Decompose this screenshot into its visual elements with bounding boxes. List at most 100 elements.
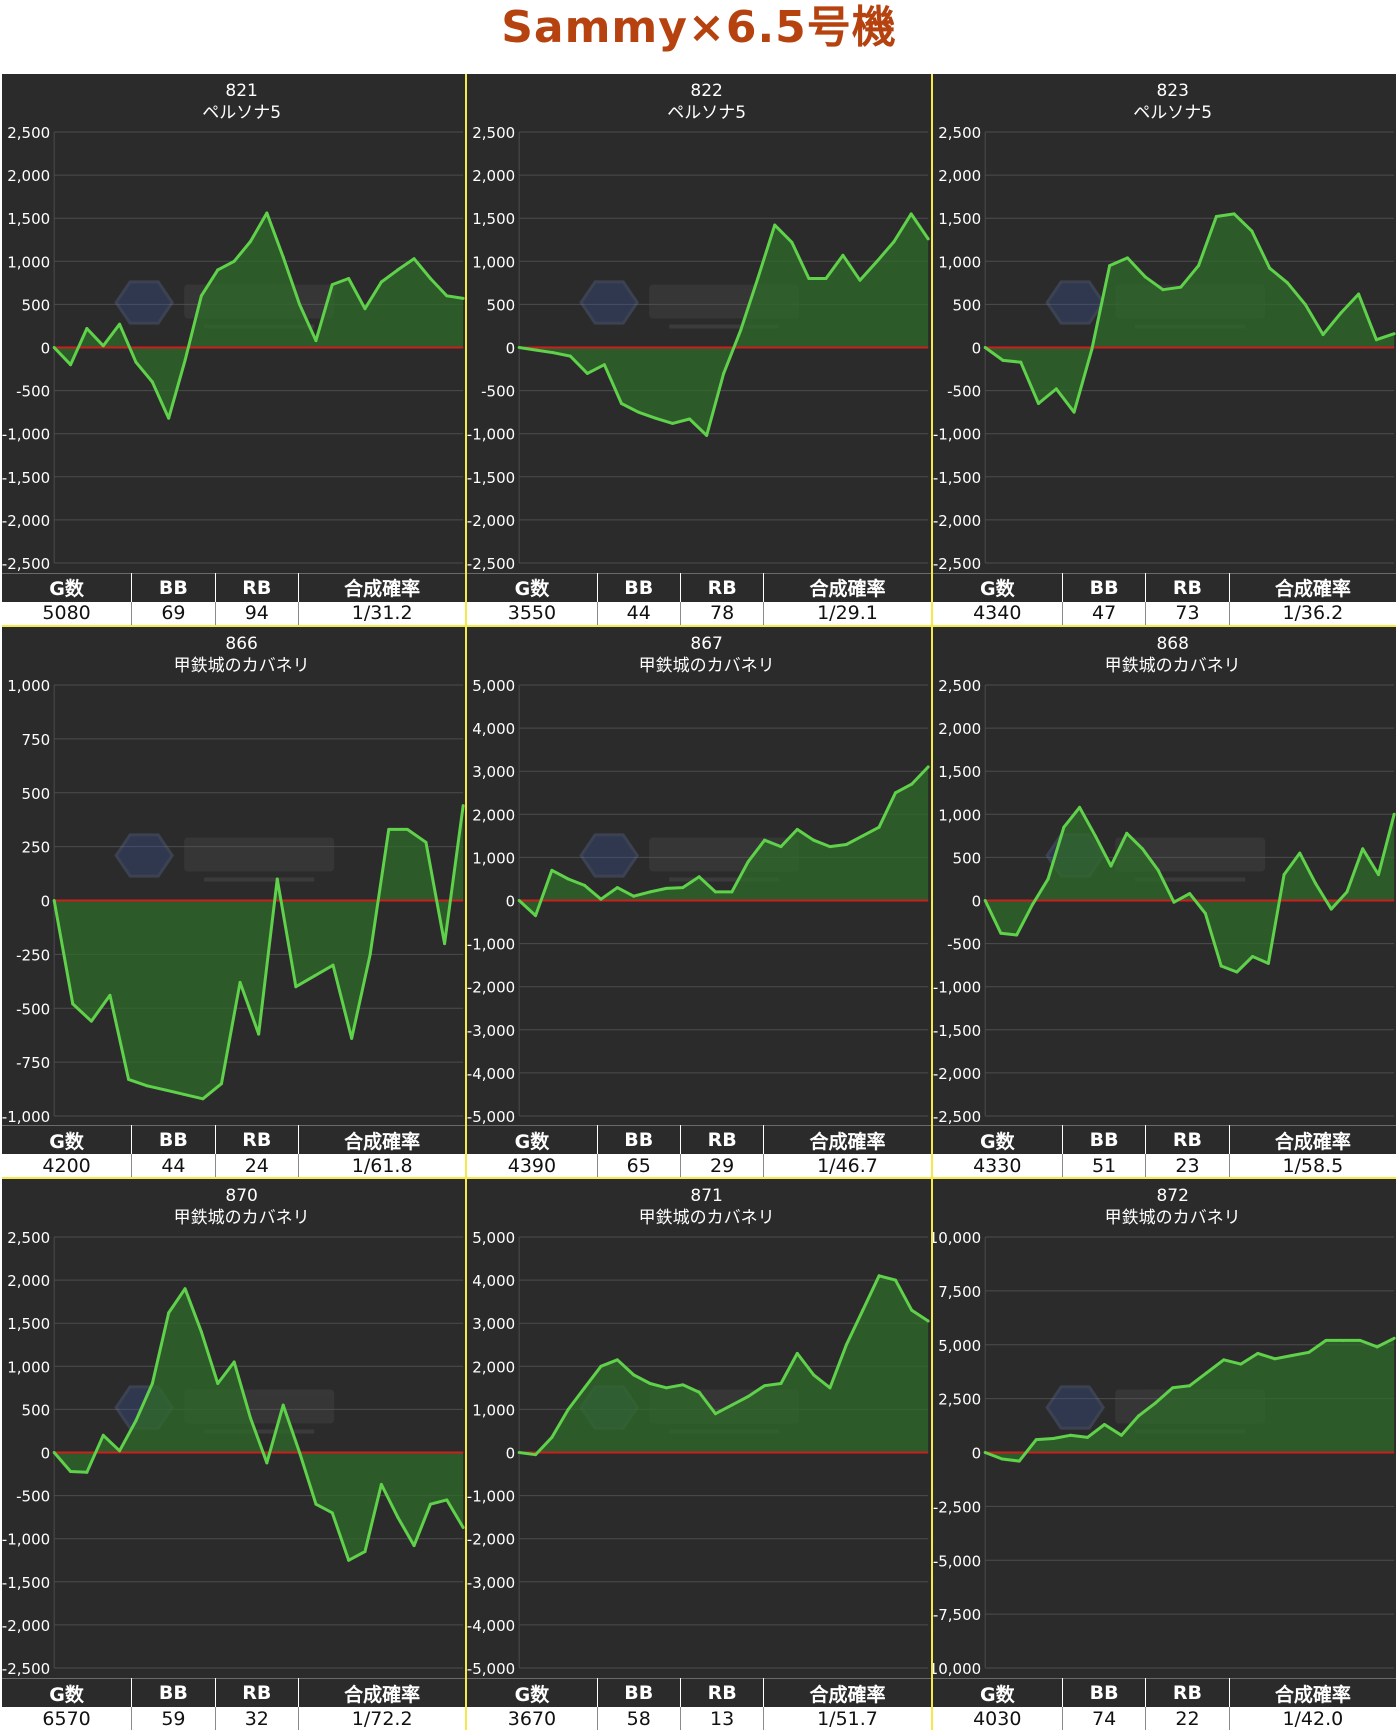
data-point — [894, 1278, 898, 1282]
data-point — [1187, 1384, 1191, 1388]
data-point — [1392, 812, 1396, 816]
y-tick-label: 0 — [971, 340, 981, 358]
data-point — [583, 1386, 587, 1390]
data-point — [773, 223, 777, 227]
machine-panel[interactable]: 871 甲鉄城のカバネリ 5,000 4,000 3,000 2,000 1,000 0 -1,… — [467, 1179, 931, 1730]
stats-table: G数 BB RB 合成確率 3550 44 78 1/29.1 — [467, 572, 931, 625]
series-line — [519, 1274, 930, 1457]
y-tick-label: 2,000 — [7, 167, 50, 185]
data-point — [812, 1373, 816, 1377]
data-point — [1046, 877, 1050, 881]
stat-games: 4340 — [932, 601, 1063, 625]
machine-panel[interactable]: 822 ペルソナ5 2,500 2,000 1,500 1,000 500 0 -500 -1,0… — [467, 74, 931, 625]
data-point — [216, 1382, 220, 1386]
data-point — [219, 1081, 223, 1085]
data-point — [632, 1373, 636, 1377]
series-area — [54, 805, 464, 1099]
y-tick-label: -3,000 — [467, 1574, 515, 1592]
data-point — [1102, 1423, 1106, 1427]
data-point — [1219, 964, 1223, 968]
stats-header: RB — [680, 1678, 765, 1707]
data-point — [1341, 1339, 1345, 1343]
y-tick-label: -2,000 — [2, 1617, 50, 1635]
y-tick-label: 1,500 — [938, 210, 981, 228]
data-point — [445, 294, 449, 298]
data-point — [150, 1382, 154, 1386]
stats-header: G数 — [932, 1678, 1063, 1707]
y-tick-label: 1,000 — [473, 253, 516, 271]
y-tick-label: -1,500 — [467, 469, 515, 487]
stats-header: BB — [597, 572, 681, 602]
y-tick-label: 2,000 — [473, 167, 516, 185]
stat-games: 4330 — [932, 1154, 1063, 1178]
data-point — [183, 358, 187, 362]
y-tick-label: -750 — [16, 1054, 50, 1072]
stats-header: BB — [1062, 1125, 1147, 1155]
y-tick-label: 0 — [41, 892, 51, 910]
data-point — [265, 211, 269, 215]
data-point — [779, 844, 783, 848]
data-point — [71, 1002, 75, 1006]
data-point — [583, 883, 587, 887]
data-point — [1235, 970, 1239, 974]
stats-table: G数 BB RB 合成確率 4030 74 22 1/42.0 — [932, 1678, 1396, 1730]
data-point — [101, 1434, 105, 1438]
stat-rate: 1/58.5 — [1229, 1154, 1396, 1178]
machine-panel[interactable]: 868 甲鉄城のカバネリ 2,500 2,000 1,500 1,000 500 0 -500 -… — [932, 626, 1396, 1178]
y-tick-label: -500 — [16, 383, 50, 401]
data-point — [216, 268, 220, 272]
data-point — [648, 890, 652, 894]
data-point — [517, 346, 521, 349]
data-point — [167, 1311, 171, 1315]
y-tick-label: -1,500 — [2, 469, 50, 487]
data-point — [705, 433, 709, 437]
chart-subtitle: ペルソナ5 — [668, 103, 747, 123]
stats-table: G数 BB RB 合成確率 4330 51 23 1/58.5 — [932, 1125, 1396, 1178]
y-tick-label: 0 — [506, 892, 516, 910]
data-point — [654, 416, 658, 420]
stats-header: 合成確率 — [298, 572, 466, 602]
data-point — [1297, 851, 1301, 855]
series-area — [519, 1276, 929, 1456]
y-tick-label: -1,000 — [933, 978, 981, 996]
y-tick-label: 3,000 — [473, 1316, 516, 1334]
machine-panel[interactable]: 821 ペルソナ5 2,500 2,000 1,500 1,000 500 0 -500 -1,0… — [2, 74, 466, 625]
data-point — [387, 827, 391, 831]
stats-header: 合成確率 — [763, 572, 931, 602]
y-tick-label: 500 — [22, 784, 51, 802]
machine-panel[interactable]: 823 ペルソナ5 2,500 2,000 1,500 1,000 500 0 -500 -1,0… — [932, 74, 1396, 625]
chart-title: 823 — [1156, 81, 1188, 101]
y-tick-label: 5,000 — [938, 1337, 981, 1355]
data-point — [796, 1352, 800, 1356]
y-tick-label: 0 — [971, 1445, 981, 1463]
y-tick-label: 1,500 — [473, 210, 516, 228]
data-point — [552, 351, 556, 355]
stats-header: RB — [215, 572, 300, 602]
y-tick-label: -5,000 — [933, 1553, 981, 1571]
y-tick-label: 2,500 — [938, 1391, 981, 1409]
series-area — [519, 213, 929, 436]
machine-panel[interactable]: 870 甲鉄城のカバネリ 2,500 2,000 1,500 1,000 500 0 -500 -… — [2, 1179, 466, 1730]
data-point — [739, 328, 743, 332]
y-tick-label: 500 — [952, 849, 981, 867]
data-point — [637, 410, 641, 414]
data-point — [330, 283, 334, 287]
y-tick-label: -2,000 — [933, 512, 981, 530]
data-point — [616, 885, 620, 889]
data-point — [845, 1343, 849, 1347]
data-point — [517, 898, 521, 902]
stat-bb: 65 — [597, 1154, 681, 1178]
stat-games: 3670 — [467, 1707, 598, 1730]
stat-rb: 32 — [215, 1707, 300, 1730]
data-point — [1014, 933, 1018, 937]
data-point — [756, 277, 760, 281]
data-point — [983, 1451, 987, 1455]
data-point — [1136, 1414, 1140, 1418]
machine-panel[interactable]: 866 甲鉄城のカバネリ 1,000 750 500 250 0 -250 -500 -750 -1… — [2, 626, 466, 1178]
stats-header: 合成確率 — [298, 1678, 466, 1707]
machine-panel[interactable]: 872 甲鉄城のカバネリ 10,000 7,500 5,000 2,500 0 -2,500 -… — [932, 1179, 1396, 1730]
stats-table: G数 BB RB 合成確率 6570 59 32 1/72.2 — [2, 1678, 466, 1730]
machine-panel[interactable]: 867 甲鉄城のカバネリ 5,000 4,000 3,000 2,000 1,000 0 -1,… — [467, 626, 931, 1178]
